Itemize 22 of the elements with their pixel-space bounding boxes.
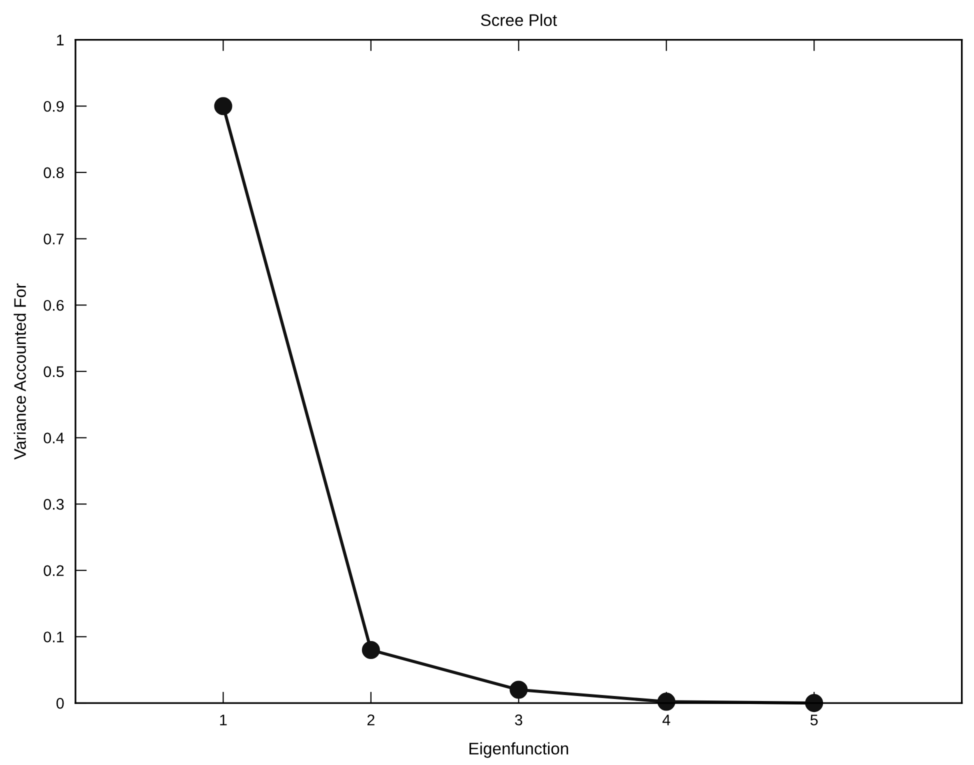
- y-tick-label: 0.9: [44, 100, 64, 112]
- x-tick-label: 4: [662, 714, 670, 726]
- y-tick-label: 0.7: [44, 234, 64, 244]
- y-axis-title: Variance Accounted For: [14, 283, 26, 460]
- y-tick-label: 0.1: [44, 632, 64, 642]
- x-tick-label: 1: [220, 714, 227, 726]
- point: [362, 640, 380, 660]
- y-tick-label: 0.3: [44, 498, 64, 510]
- y-tick-label: 0.8: [44, 167, 64, 178]
- y-tick-label: 0.6: [44, 300, 64, 311]
- x-tick-label: 3: [514, 714, 522, 726]
- y-tick-label: 0.4: [44, 432, 64, 444]
- y-tick-label: 1: [57, 34, 64, 46]
- y-tick-label: 0.5: [44, 366, 64, 378]
- point: [214, 97, 232, 116]
- x-axis-title: Eigenfunction: [470, 742, 568, 758]
- y-tick-label: 0: [56, 698, 64, 709]
- y-tick-label: 0.2: [44, 565, 64, 576]
- point: [510, 680, 528, 699]
- chart-title: Scree Plot: [480, 14, 557, 26]
- x-tick-label: 5: [810, 714, 818, 726]
- x-tick-label: 2: [367, 714, 374, 726]
